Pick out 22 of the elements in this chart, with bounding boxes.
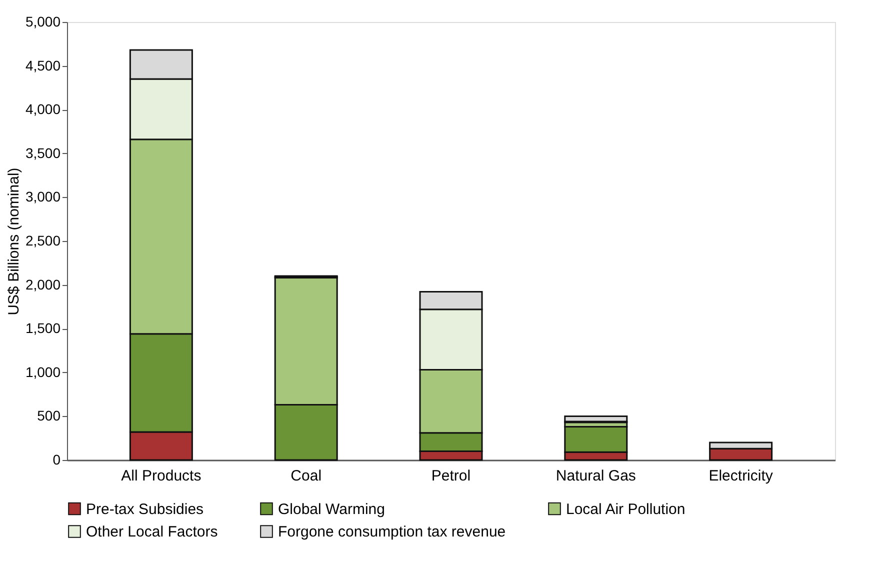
- x-tick-label: Petrol: [431, 468, 471, 484]
- y-tick-label: 3,500: [25, 144, 61, 161]
- legend-label: Global Warming: [278, 500, 385, 518]
- x-tick-label: All Products: [121, 468, 202, 484]
- y-tick-label: 1,000: [25, 364, 61, 380]
- y-tick-label: 3,000: [25, 188, 61, 205]
- legend-label: Local Air Pollution: [566, 500, 686, 518]
- y-tick-label: 1,500: [25, 320, 61, 336]
- y-tick-label: 5,000: [25, 14, 61, 30]
- y-tick-label: 0: [52, 452, 61, 468]
- y-tick-label: 4,000: [25, 101, 61, 118]
- y-tick-label: 500: [37, 408, 61, 424]
- legend-label: Pre-tax Subsidies: [86, 500, 204, 518]
- legend-label: Forgone consumption tax revenue: [278, 524, 506, 540]
- x-tick-label: Electricity: [708, 468, 774, 484]
- x-tick-label: Natural Gas: [556, 468, 636, 484]
- legend-label: Other Local Factors: [86, 524, 218, 540]
- y-tick-label: 2,000: [25, 276, 61, 292]
- y-tick-label: 4,500: [25, 57, 61, 74]
- x-tick-label: Coal: [290, 468, 322, 484]
- y-axis-title: US$ Billions (nominal): [5, 168, 22, 316]
- y-tick-label: 2,500: [25, 232, 61, 248]
